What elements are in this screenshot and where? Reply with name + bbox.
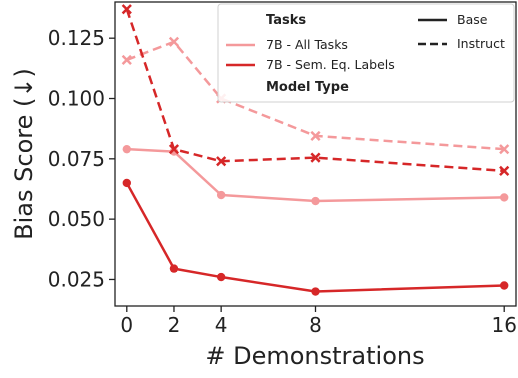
data-point-marker — [216, 190, 226, 200]
data-point-marker — [500, 281, 509, 290]
data-point-x-marker — [168, 144, 180, 155]
legend-label-base: Base — [457, 12, 488, 27]
data-point-marker — [122, 178, 131, 188]
series-line — [126, 40, 505, 151]
data-point-x-marker — [499, 144, 510, 155]
legend: Tasks 7B - All Tasks 7B - Sem. Eq. Label… — [217, 3, 515, 103]
y-tick-label: 0.100 — [48, 87, 105, 111]
data-point-marker — [169, 264, 179, 273]
x-axis: 0 2 4 8 16 — [120, 306, 517, 337]
y-axis-label: Bias Score (↓) — [10, 68, 38, 240]
data-point-marker — [311, 287, 320, 296]
data-point-marker — [311, 196, 320, 206]
data-point-marker — [216, 272, 226, 282]
data-point-marker — [122, 144, 131, 154]
y-tick-label: 0.025 — [48, 267, 105, 291]
data-point-x-marker — [168, 36, 180, 47]
x-tick-label: 8 — [309, 313, 322, 337]
data-point-marker — [500, 193, 509, 202]
data-point-x-marker — [499, 165, 510, 176]
data-point-x-marker — [216, 156, 227, 167]
data-point-x-marker — [310, 152, 321, 163]
x-axis-label: # Demonstrations — [205, 342, 424, 370]
x-tick-label: 0 — [120, 313, 133, 337]
legend-title-tasks: Tasks — [266, 13, 306, 28]
data-point-x-marker — [310, 130, 321, 141]
y-tick-label: 0.075 — [48, 147, 105, 171]
legend-label-instruct: Instruct — [457, 36, 505, 51]
x-tick-label: 4 — [215, 313, 228, 337]
data-point-x-marker — [121, 4, 132, 15]
x-tick-label: 16 — [491, 313, 516, 337]
y-tick-label: 0.125 — [48, 26, 105, 50]
y-tick-label: 0.050 — [48, 207, 105, 231]
data-point-x-marker — [121, 54, 132, 65]
legend-frame — [217, 3, 515, 103]
legend-label-all-tasks: 7B - All Tasks — [266, 37, 348, 52]
legend-title-model-type: Model Type — [266, 80, 349, 95]
series-layer — [121, 4, 510, 296]
y-axis: 0.025 0.050 0.075 0.100 0.125 — [48, 26, 115, 291]
legend-label-sem-eq: 7B - Sem. Eq. Labels — [266, 57, 395, 72]
data-point-marker — [169, 147, 179, 156]
x-tick-label: 2 — [168, 313, 181, 337]
